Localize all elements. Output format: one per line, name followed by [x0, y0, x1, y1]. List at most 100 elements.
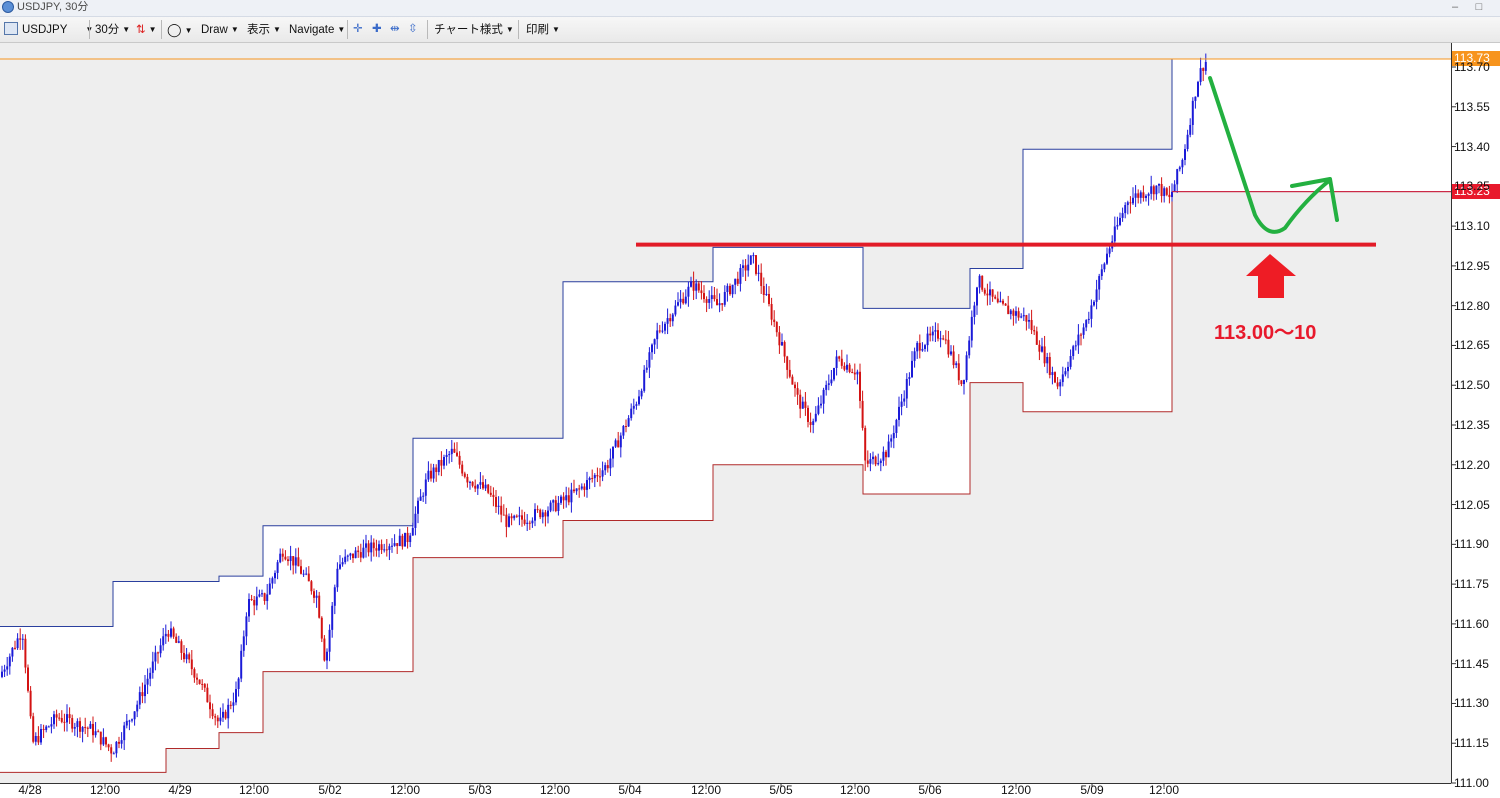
- zoom-in-icon[interactable]: ✚: [372, 23, 382, 35]
- time-axis[interactable]: [0, 783, 1451, 798]
- candle-body: [825, 384, 828, 390]
- candle-body: [45, 726, 48, 730]
- display-menu[interactable]: 表示 ▼: [247, 24, 281, 36]
- candle-body: [1202, 68, 1205, 71]
- y-tick-label: 111.90: [1454, 537, 1489, 552]
- circle-tool-icon[interactable]: ◯ ▼: [167, 22, 193, 37]
- candle-body: [513, 515, 516, 519]
- candle-body: [92, 723, 94, 736]
- range-box: [1023, 149, 1172, 412]
- candle-body: [898, 406, 900, 420]
- candle-body: [1093, 301, 1095, 306]
- candle-body: [900, 401, 903, 407]
- candle-body: [99, 731, 102, 745]
- candle-body: [149, 672, 152, 679]
- candle-body: [991, 289, 994, 297]
- candle-body: [752, 255, 755, 257]
- candle-body: [300, 566, 302, 574]
- candle-body: [1048, 356, 1051, 376]
- candle-body: [614, 440, 617, 447]
- candle-body: [765, 293, 768, 295]
- candle-body: [762, 286, 765, 295]
- candle-body: [190, 659, 193, 670]
- candle-body: [336, 568, 339, 588]
- candle-body: [560, 496, 562, 503]
- candle-body: [1176, 169, 1179, 185]
- candle-body: [456, 452, 458, 456]
- candle-body: [414, 513, 417, 528]
- indicator-icon[interactable]: ⇅ ▼: [136, 24, 157, 36]
- candle-body: [775, 322, 778, 333]
- candle-body: [357, 550, 360, 553]
- autoscale-icon[interactable]: ⇳: [408, 23, 418, 35]
- chart-style-menu[interactable]: チャート様式 ▼: [434, 24, 514, 36]
- scroll-chart-icon[interactable]: ⇹: [390, 23, 400, 35]
- candle-body: [253, 599, 256, 606]
- candle-body: [1051, 372, 1054, 376]
- y-tick-label: 111.45: [1454, 656, 1489, 671]
- draw-menu[interactable]: Draw ▼: [201, 24, 239, 36]
- maximize-button[interactable]: □: [1475, 1, 1483, 13]
- candle-body: [131, 719, 133, 721]
- candle-body: [1080, 334, 1082, 336]
- candle-body: [1007, 305, 1010, 315]
- candle-body: [487, 484, 490, 493]
- candle-body: [957, 363, 960, 381]
- x-tick-label: 5/09: [1080, 783, 1104, 797]
- candle-body: [445, 454, 448, 457]
- candle-body: [515, 515, 518, 517]
- candle-body: [708, 299, 711, 303]
- candle-body: [97, 731, 100, 733]
- candle-body: [344, 556, 347, 563]
- print-menu[interactable]: 印刷 ▼: [526, 24, 560, 36]
- daily-range-boxes: [0, 58, 1451, 773]
- candle-body: [89, 723, 92, 729]
- candle-body: [809, 421, 812, 425]
- candle-body: [822, 389, 825, 404]
- candle-body: [466, 476, 469, 483]
- candle-body: [258, 594, 261, 597]
- candle-body: [887, 441, 890, 458]
- candle-body: [1046, 356, 1049, 364]
- candle-body: [469, 481, 471, 483]
- candle-body: [531, 520, 534, 524]
- candle-body: [354, 550, 357, 559]
- window-title: USDJPY, 30分: [17, 1, 89, 13]
- x-tick-label: 12:00: [89, 783, 121, 797]
- candle-body: [1147, 193, 1150, 196]
- candle-body: [908, 377, 911, 379]
- candle-body: [385, 549, 388, 551]
- candle-body: [528, 522, 531, 524]
- candle-body: [1009, 310, 1012, 315]
- candle-body: [965, 355, 968, 381]
- chart-window-icon: [4, 22, 18, 35]
- candle-body: [318, 595, 321, 618]
- y-tick-label: 111.60: [1454, 616, 1489, 631]
- candle-body: [799, 394, 802, 409]
- candle-body: [151, 661, 154, 673]
- candle-body: [404, 532, 406, 547]
- candle-body: [19, 638, 22, 640]
- crosshair-icon[interactable]: ✛: [353, 23, 363, 35]
- current-price-tag: 113.73: [1452, 51, 1500, 67]
- candle-body: [110, 747, 113, 754]
- timeframe-select[interactable]: 30分 ▼: [95, 24, 131, 36]
- candle-body: [942, 338, 945, 340]
- minimize-button[interactable]: –: [1451, 1, 1459, 13]
- candle-body: [557, 502, 560, 511]
- candle-body: [817, 405, 820, 414]
- navigate-menu[interactable]: Navigate ▼: [289, 24, 346, 36]
- price-axis[interactable]: [1451, 43, 1500, 783]
- candle-body: [812, 421, 815, 425]
- candle-body: [1184, 149, 1186, 160]
- x-tick-label: 12:00: [1000, 783, 1032, 797]
- candle-body: [112, 753, 115, 755]
- candle-body: [736, 278, 739, 284]
- candle-body: [549, 502, 552, 511]
- candle-body: [807, 407, 809, 422]
- candle-body: [700, 290, 703, 294]
- candle-body: [240, 650, 243, 679]
- candle-body: [172, 628, 175, 637]
- candle-body: [1119, 217, 1121, 225]
- candle-body: [500, 505, 503, 515]
